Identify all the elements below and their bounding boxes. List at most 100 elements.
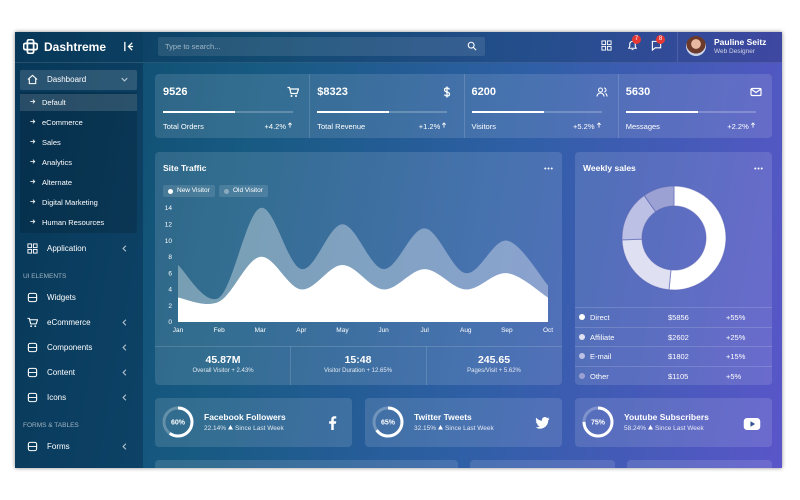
card <box>155 398 352 447</box>
social-change: 32.15% <box>414 425 437 432</box>
menu-label[interactable]: eCommerce <box>47 318 91 327</box>
social-title: Facebook Followers <box>204 412 286 422</box>
icon-arrowR <box>30 99 36 104</box>
stat-value: 5630 <box>625 86 651 98</box>
icon-box <box>27 441 38 452</box>
dashboard-window: Dashtreme Dashboard Default eCommerce Sales A… <box>15 32 782 468</box>
legend-item[interactable]: New Visitor <box>163 185 215 197</box>
row-dot <box>579 314 585 320</box>
icon-logo <box>23 39 38 54</box>
progress-fill <box>163 111 235 113</box>
menu-label[interactable]: Content <box>47 368 76 377</box>
menu-label[interactable]: Forms <box>47 442 70 451</box>
icon-part <box>601 45 607 51</box>
icon-part <box>472 46 477 51</box>
summary-value: 45.87M <box>205 354 241 366</box>
icon-part <box>535 417 550 429</box>
stat-value: 6200 <box>471 86 496 98</box>
row-label: Other <box>590 371 609 381</box>
progress-fill <box>317 111 390 113</box>
icon-part <box>27 248 33 254</box>
icon-part <box>32 243 38 249</box>
row-change: +25% <box>726 332 746 342</box>
icon-dots[interactable] <box>543 163 554 174</box>
stat-value: $8323 <box>317 86 348 98</box>
icon-tw[interactable] <box>535 415 550 430</box>
card <box>365 398 562 447</box>
icon-part <box>122 319 127 326</box>
icon-yt[interactable] <box>743 415 761 433</box>
search-box[interactable] <box>158 37 485 56</box>
icon-part <box>30 179 36 184</box>
icon-part <box>442 122 447 128</box>
card-divider <box>426 346 427 385</box>
icon-chevLeft <box>122 319 127 326</box>
icon-part <box>27 317 38 325</box>
icon-users <box>595 87 608 97</box>
summary-value: 15:48 <box>344 354 372 366</box>
icon-mail <box>750 87 762 97</box>
social-sub: 58.24% Since Last Week <box>624 424 704 432</box>
icon-grid[interactable] <box>601 40 612 51</box>
icon-part <box>750 88 762 94</box>
menu-label[interactable]: Application <box>47 244 87 253</box>
row-divider <box>575 365 772 367</box>
icon-part <box>30 325 33 328</box>
submenu-item[interactable]: Sales <box>42 138 61 147</box>
avatar[interactable] <box>686 36 706 56</box>
icon-part <box>595 92 605 97</box>
social-sub: 32.15% Since Last Week <box>414 424 494 432</box>
stat-label: Visitors <box>471 122 496 131</box>
menu-label[interactable]: Widgets <box>47 293 76 302</box>
icon-dots[interactable] <box>753 163 764 174</box>
submenu-item-active[interactable] <box>20 94 137 111</box>
row-label: E-mail <box>590 352 612 361</box>
user-name: Pauline Seitz <box>714 37 767 47</box>
legend-item[interactable]: Old Visitor <box>219 185 268 197</box>
card <box>155 460 458 468</box>
icon-part <box>601 40 607 46</box>
submenu-item[interactable]: Alternate <box>42 178 73 187</box>
card-divider <box>290 346 291 385</box>
menu-item-active[interactable] <box>20 70 137 90</box>
submenu-item[interactable]: Default <box>42 98 66 107</box>
search-placeholder: Type to search... <box>165 42 221 51</box>
row-dot <box>579 333 585 340</box>
menu-label[interactable]: Icons <box>47 393 67 402</box>
icon-part <box>606 45 612 51</box>
icon-arrowUp <box>596 122 601 128</box>
social-change: 58.24% <box>624 425 647 432</box>
icon-part <box>34 325 37 328</box>
icon-part <box>597 87 603 93</box>
social-note: Since Last Week <box>445 425 494 432</box>
icon-search[interactable] <box>467 41 477 51</box>
icon-part <box>760 167 763 170</box>
card <box>575 152 772 385</box>
submenu-item[interactable]: Human Resources <box>42 218 105 227</box>
stat-label: Messages <box>625 122 660 131</box>
icon-part <box>295 95 297 97</box>
row-value: $2602 <box>668 332 689 342</box>
social-note: Since Last Week <box>655 425 704 432</box>
up-triangle <box>228 425 234 430</box>
icon-part <box>606 40 612 46</box>
icon-part <box>287 86 299 95</box>
icon-part <box>290 95 293 97</box>
submenu-item[interactable]: eCommerce <box>42 118 83 127</box>
icon-fb[interactable] <box>325 415 340 430</box>
icon-house <box>27 74 38 85</box>
menu-label[interactable]: Components <box>47 343 93 352</box>
icon-chevLeft <box>122 394 127 401</box>
row-value: $1802 <box>668 352 689 361</box>
submenu-item[interactable]: Digital Marketing <box>42 198 98 207</box>
icon-arrowR <box>30 139 36 144</box>
icon-part <box>23 42 38 51</box>
up-triangle <box>438 425 444 430</box>
icon-part <box>122 245 127 252</box>
summary-label: Overall Visitor + 2.43% <box>192 368 254 374</box>
social-sub: 22.14% Since Last Week <box>204 424 284 432</box>
social-title: Youtube Subscribers <box>624 412 709 422</box>
submenu-item[interactable]: Analytics <box>42 158 73 167</box>
icon-collapse[interactable] <box>123 41 134 52</box>
